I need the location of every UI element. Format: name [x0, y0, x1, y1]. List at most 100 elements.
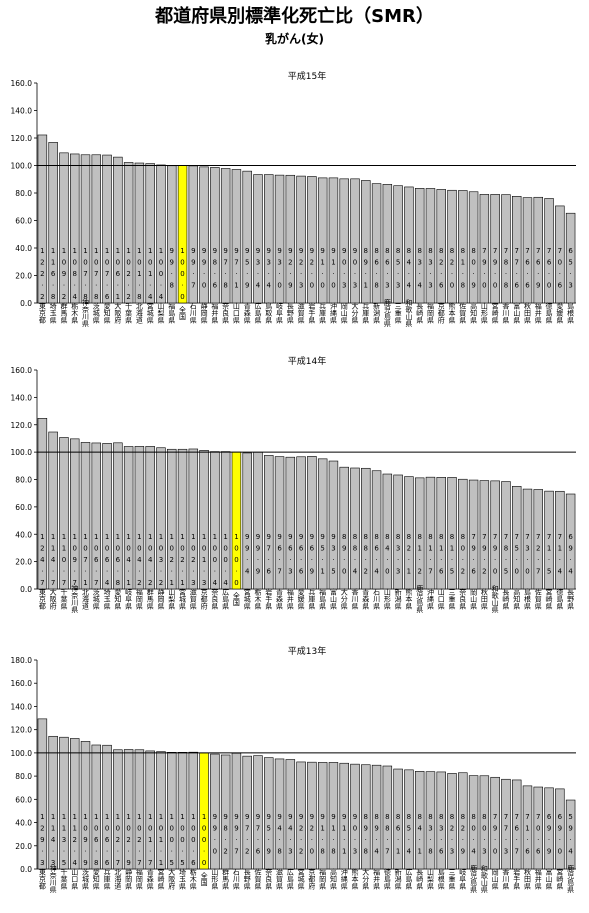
- bar-value-label: 2: [461, 825, 465, 833]
- bar-value-label: 1: [417, 848, 421, 856]
- bar-value-label: 1: [51, 247, 55, 255]
- bar-value-label: ·: [149, 848, 151, 856]
- bar-value-label: 3: [331, 545, 335, 553]
- bar-value-label: 7: [72, 579, 76, 587]
- bar-value-label: 9: [126, 859, 130, 867]
- bar-value-label: ·: [559, 270, 561, 278]
- category-label: 高知県: [513, 588, 521, 611]
- bar-value-label: 6: [547, 813, 552, 821]
- bar-value-label: 9: [277, 813, 281, 821]
- bar-value-label: 6: [525, 848, 530, 856]
- bar-value-label: 1: [51, 533, 55, 541]
- bar-value-label: 6: [116, 270, 121, 278]
- bar-value-label: 0: [116, 545, 120, 553]
- bar-value-label: 8: [385, 247, 389, 255]
- chart-panel-1: 平成15年 0.0 20.0 40.0 60.0 80.0 100.0 120.0 140.0 1…: [11, 70, 576, 328]
- bar-value-label: 9: [331, 247, 335, 255]
- y-tick-label: 120.0: [11, 134, 33, 143]
- category-label: 愛知県: [92, 868, 100, 891]
- bar-value-label: 4: [267, 282, 272, 290]
- category-label: 奈良県: [459, 588, 467, 611]
- category-label: 島根県: [437, 868, 445, 891]
- category-label: 滋賀県: [297, 302, 305, 325]
- bar: [361, 467, 371, 590]
- bar-value-label: 9: [256, 545, 260, 553]
- bar-value-label: 8: [417, 247, 421, 255]
- bar-value-label: ·: [375, 270, 377, 278]
- bar-value-label: 2: [40, 270, 44, 278]
- bar: [414, 477, 425, 590]
- bar-value-label: 0: [159, 545, 163, 553]
- bar-value-label: 2: [223, 848, 227, 856]
- bar-value-label: 9: [374, 825, 378, 833]
- bar-value-label: 1: [62, 247, 66, 255]
- bar: [382, 184, 393, 304]
- y-tick-label: 120.0: [11, 726, 33, 735]
- bar-value-label: 4: [126, 556, 131, 564]
- bar-value-label: 1: [417, 545, 421, 553]
- category-label: 和歌山県: [491, 584, 499, 614]
- bar-value-label: 4: [72, 293, 77, 301]
- bar-value-label: ·: [128, 568, 130, 576]
- bar-value-label: 1: [558, 545, 562, 553]
- bar-value-label: 9: [310, 247, 314, 255]
- bar-value-label: 7: [51, 579, 55, 587]
- bar-value-label: 9: [310, 568, 314, 576]
- bar: [134, 162, 145, 304]
- bar-value-label: 8: [461, 533, 465, 541]
- bar-value-label: 4: [558, 568, 563, 576]
- category-label: 全国: [200, 871, 208, 887]
- bar-value-label: 9: [342, 813, 346, 821]
- category-label: 広島県: [286, 868, 294, 891]
- bar: [220, 168, 231, 304]
- bar-value-label: 1: [94, 533, 98, 541]
- bar-value-label: 5: [568, 813, 572, 821]
- category-label: 新潟県: [394, 588, 402, 611]
- bar-value-label: ·: [289, 556, 291, 564]
- bar: [361, 180, 371, 304]
- bar-value-label: 4: [471, 848, 476, 856]
- bar: [436, 771, 446, 870]
- bar-value-label: 1: [159, 859, 163, 867]
- bar-value-label: 1: [148, 836, 152, 844]
- bar-value-label: 2: [40, 293, 44, 301]
- bar-value-label: 0: [202, 825, 206, 833]
- bar-value-label: 5: [547, 568, 551, 576]
- bar-value-label: ·: [52, 282, 54, 290]
- category-label: 徳島県: [556, 588, 564, 611]
- bar-value-label: ·: [246, 836, 248, 844]
- category-label: 長崎県: [502, 589, 510, 611]
- bar-value-label: 4: [51, 836, 56, 844]
- bar-value-label: 9: [547, 825, 551, 833]
- bar-value-label: ·: [472, 836, 474, 844]
- category-label: 埼玉県: [103, 588, 111, 611]
- bar-value-label: ·: [74, 848, 76, 856]
- bar-value-label: 0: [116, 825, 120, 833]
- bar-value-label: ·: [386, 556, 388, 564]
- bar-value-label: 1: [72, 825, 76, 833]
- category-label: 岐阜県: [125, 588, 133, 611]
- bar: [145, 446, 155, 590]
- category-label: 秋田県: [480, 588, 488, 611]
- category-label: 宮崎県: [545, 588, 553, 611]
- bar-value-label: 6: [514, 282, 519, 290]
- bar-value-label: 1: [72, 533, 76, 541]
- category-label: 三重県: [448, 869, 456, 891]
- bar: [468, 775, 479, 870]
- bar: [328, 762, 339, 870]
- bar-value-label: 2: [137, 579, 141, 587]
- bar-value-label: 6: [439, 282, 444, 290]
- bar-value-label: 0: [170, 545, 174, 553]
- bar-value-label: 8: [482, 813, 486, 821]
- category-label: 神奈川県: [71, 584, 79, 614]
- bar-value-label: 0: [213, 545, 217, 553]
- bar-value-label: 1: [148, 247, 152, 255]
- bar-value-label: 3: [353, 282, 357, 290]
- bar: [156, 164, 166, 304]
- bar-value-label: 7: [83, 556, 87, 564]
- bar-value-label: 6: [299, 545, 304, 553]
- chart-panel-3: 平成13年 0.0 20.0 40.0 60.0 80.0 100.0 120.0 140.0 1…: [11, 645, 576, 894]
- category-label: 千葉県: [125, 302, 133, 325]
- category-label: 福井県: [211, 302, 219, 325]
- bar-value-label: ·: [440, 836, 442, 844]
